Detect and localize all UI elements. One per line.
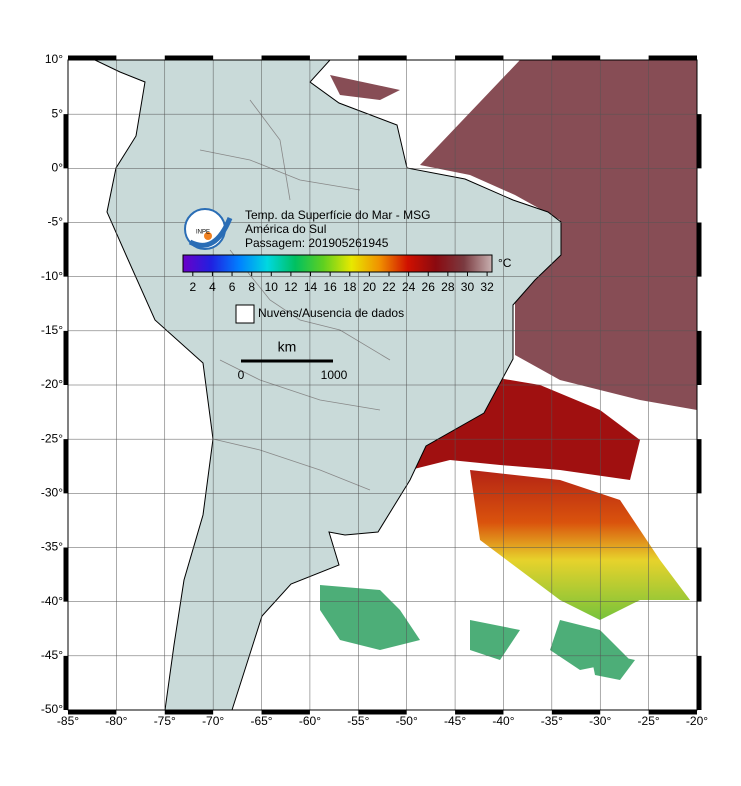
tick-labels: -85° -80° -75° -70° -65° -60° -55° -50° -45° -40°… — [41, 52, 708, 728]
y-tick-label: -20° — [41, 377, 63, 391]
x-tick-label: -60° — [299, 714, 321, 728]
colorbar-tick-label: 20 — [363, 280, 377, 294]
x-tick-label: -45° — [444, 714, 466, 728]
sst-patagonia — [320, 585, 635, 680]
scale-end: 1000 — [321, 368, 348, 382]
logo: INPE — [184, 208, 233, 250]
colorbar-tick-label: 4 — [209, 280, 216, 294]
sst-south — [470, 470, 690, 620]
colorbar-tick-label: 6 — [229, 280, 236, 294]
sst-warm — [330, 60, 697, 410]
x-tick-label: -80° — [105, 714, 127, 728]
borders — [199, 99, 391, 491]
colorbar-tick-label: 22 — [382, 280, 396, 294]
colorbar-tick-label: 12 — [284, 280, 298, 294]
x-tick-label: -65° — [250, 714, 272, 728]
x-tick-label: -75° — [154, 714, 176, 728]
colorbar-tick-label: 2 — [189, 280, 196, 294]
logo-text: INPE — [196, 230, 210, 236]
pass-time: Passagem: 201905261945 — [245, 236, 389, 250]
y-tick-label: -35° — [41, 540, 63, 554]
y-tick-label: -30° — [41, 486, 63, 500]
x-tick-label: -35° — [541, 714, 563, 728]
colorbar-tick-label: 8 — [248, 280, 255, 294]
x-tick-label: -20° — [686, 714, 708, 728]
colorbar-tick-label: 18 — [343, 280, 357, 294]
colorbar-tick-label: 32 — [480, 280, 494, 294]
colorbar — [182, 254, 493, 273]
colorbar-tick-label: 28 — [441, 280, 455, 294]
x-tick-label: -25° — [638, 714, 660, 728]
scale-start: 0 — [238, 368, 245, 382]
x-tick-label: -70° — [202, 714, 224, 728]
y-tick-label: 10° — [45, 52, 63, 66]
x-tick-label: -55° — [347, 714, 369, 728]
scale-unit: km — [278, 339, 297, 355]
title: Temp. da Superfície do Mar - MSG — [245, 208, 430, 222]
y-tick-label: -10° — [41, 269, 63, 283]
y-tick-label: -45° — [41, 648, 63, 662]
colorbar-ticks: 2 4 6 8 10 12 14 16 18 20 22 24 26 28 30 32 — [189, 272, 494, 294]
y-tick-label: -50° — [41, 702, 63, 716]
logo-dot — [204, 232, 212, 240]
x-tick-label: -85° — [57, 714, 79, 728]
y-tick-label: -40° — [41, 594, 63, 608]
y-tick-label: 0° — [52, 161, 64, 175]
colorbar-tick-label: 16 — [323, 280, 337, 294]
x-tick-label: -40° — [492, 714, 514, 728]
legend-label: Nuvens/Ausencia de dados — [258, 306, 404, 320]
y-tick-label: -25° — [41, 431, 63, 445]
legend-swatch — [235, 304, 255, 324]
colorbar-tick-label: 10 — [265, 280, 279, 294]
subtitle: América do Sul — [245, 222, 326, 236]
y-tick-label: -15° — [41, 323, 63, 337]
colorbar-tick-label: 14 — [304, 280, 318, 294]
colorbar-tick-label: 26 — [422, 280, 436, 294]
y-tick-label: 5° — [52, 106, 64, 120]
x-tick-label: -30° — [589, 714, 611, 728]
frame-border — [63, 55, 702, 715]
x-tick-label: -50° — [396, 714, 418, 728]
colorbar-unit: °C — [498, 256, 512, 270]
colorbar-tick-label: 30 — [461, 280, 475, 294]
y-tick-label: -5° — [48, 215, 64, 229]
colorbar-tick-label: 24 — [402, 280, 416, 294]
logo-arrow — [188, 217, 233, 248]
